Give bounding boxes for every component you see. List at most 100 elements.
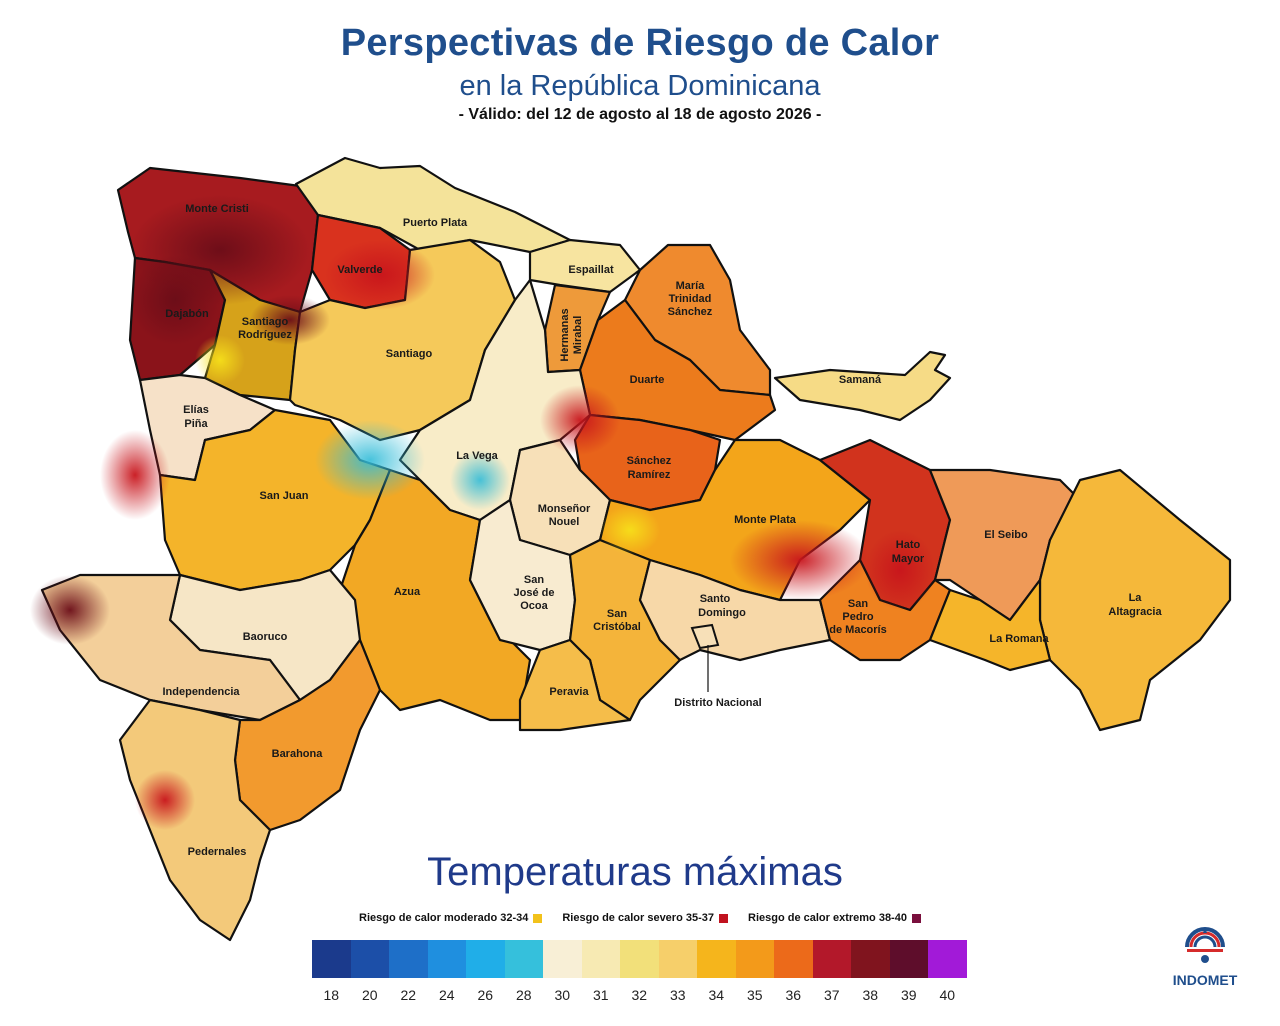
label-hermanas-mirabal-2: Mirabal bbox=[572, 316, 584, 355]
scale-cell bbox=[851, 940, 890, 978]
section-title: Temperaturas máximas bbox=[0, 850, 1270, 895]
scale-tick-label: 26 bbox=[477, 987, 494, 1003]
indomet-logo: INDOMET bbox=[1170, 925, 1240, 988]
label-san-cristobal-2: Cristóbal bbox=[593, 621, 641, 633]
label-samana: Samaná bbox=[839, 374, 882, 386]
province-espaillat[interactable] bbox=[528, 238, 642, 294]
risk-legend-extreme-label: Riesgo de calor extremo 38-40 bbox=[748, 912, 907, 924]
label-santiago: Santiago bbox=[386, 348, 433, 360]
scale-cell bbox=[658, 940, 697, 978]
scale-cell bbox=[581, 940, 620, 978]
risk-legend-extreme: Riesgo de calor extremo 38-40 bbox=[748, 912, 921, 924]
label-santo-domingo-2: Domingo bbox=[698, 607, 746, 619]
province-peravia[interactable] bbox=[518, 638, 632, 732]
scale-tick-label: 33 bbox=[669, 987, 686, 1003]
scale-cell bbox=[312, 940, 351, 978]
label-san-juan: San Juan bbox=[260, 490, 309, 502]
temperature-color-scale bbox=[312, 940, 967, 978]
label-maria-trinidad-sanchez-3: Sánchez bbox=[668, 306, 713, 318]
label-san-jose-de-ocoa-3: Ocoa bbox=[520, 600, 548, 612]
label-independencia: Independencia bbox=[162, 686, 240, 698]
label-san-jose-de-ocoa-2: José de bbox=[514, 587, 555, 599]
label-pedernales: Pedernales bbox=[188, 846, 247, 858]
label-la-altagracia-1: La bbox=[1129, 592, 1143, 604]
validity-period: - Válido: del 12 de agosto al 18 de agos… bbox=[458, 106, 822, 123]
scale-cell bbox=[889, 940, 928, 978]
scale-tick-label: 36 bbox=[785, 987, 802, 1003]
section-title-text: Temperaturas máximas bbox=[427, 850, 843, 894]
scale-tick-label: 30 bbox=[554, 987, 571, 1003]
label-valverde: Valverde bbox=[337, 264, 382, 276]
scale-cell bbox=[774, 940, 813, 978]
risk-legend-moderate-label: Riesgo de calor moderado 32-34 bbox=[359, 912, 529, 924]
label-espaillat: Espaillat bbox=[568, 264, 614, 276]
label-monsenor-nouel-2: Nouel bbox=[549, 516, 580, 528]
scale-tick-label: 28 bbox=[515, 987, 532, 1003]
scale-cell bbox=[427, 940, 466, 978]
scale-tick-label: 38 bbox=[862, 987, 879, 1003]
scale-cell bbox=[928, 940, 967, 978]
scale-tick-label: 40 bbox=[939, 987, 956, 1003]
scale-tick-label: 22 bbox=[400, 987, 417, 1003]
label-barahona: Barahona bbox=[272, 748, 324, 760]
scale-tick-label: 20 bbox=[361, 987, 378, 1003]
label-san-pedro-de-macoris-2: Pedro bbox=[842, 611, 873, 623]
label-maria-trinidad-sanchez-1: María bbox=[676, 280, 706, 292]
label-distrito-nacional: Distrito Nacional bbox=[674, 697, 761, 709]
risk-legend: Riesgo de calor moderado 32-34 Riesgo de… bbox=[300, 912, 980, 924]
label-la-altagracia-2: Altagracia bbox=[1108, 606, 1162, 618]
province-distrito-nacional[interactable] bbox=[690, 623, 720, 650]
scale-cell bbox=[466, 940, 505, 978]
label-sanchez-ramirez-2: Ramírez bbox=[628, 469, 671, 481]
label-maria-trinidad-sanchez-2: Trinidad bbox=[669, 293, 712, 305]
label-duarte: Duarte bbox=[630, 374, 665, 386]
indomet-emblem-icon bbox=[1185, 927, 1225, 963]
map-title: Perspectivas de Riesgo de Calor bbox=[340, 22, 940, 64]
label-santiago-rodriguez-1: Santiago bbox=[242, 316, 289, 328]
label-puerto-plata: Puerto Plata bbox=[403, 217, 468, 229]
risk-legend-extreme-swatch bbox=[911, 913, 921, 923]
scale-tick-label: 18 bbox=[323, 987, 340, 1003]
risk-legend-severe: Riesgo de calor severo 35-37 bbox=[562, 912, 728, 924]
label-san-jose-de-ocoa-1: San bbox=[524, 574, 544, 586]
risk-legend-severe-swatch bbox=[719, 913, 728, 923]
label-san-cristobal-1: San bbox=[607, 608, 627, 620]
label-hermanas-mirabal-1: Hermanas bbox=[559, 308, 571, 361]
risk-legend-moderate: Riesgo de calor moderado 32-34 bbox=[359, 912, 543, 924]
scale-cell bbox=[697, 940, 736, 978]
scale-tick-label: 37 bbox=[823, 987, 840, 1003]
scale-cell bbox=[504, 940, 543, 978]
label-elias-pina-1: Elías bbox=[183, 404, 209, 416]
scale-tick-label: 32 bbox=[631, 987, 648, 1003]
label-la-romana: La Romana bbox=[989, 633, 1049, 645]
scale-tick-label: 35 bbox=[746, 987, 763, 1003]
label-la-vega: La Vega bbox=[456, 450, 498, 462]
indomet-logo-text: INDOMET bbox=[1172, 972, 1238, 988]
scale-cell bbox=[735, 940, 774, 978]
province-labels: Monte Cristi Puerto Plata Valverde Espai… bbox=[162, 203, 1162, 858]
scale-tick-label: 31 bbox=[592, 987, 609, 1003]
label-santiago-rodriguez-2: Rodríguez bbox=[238, 329, 292, 341]
map-subtitle: en la República Dominicana bbox=[459, 70, 821, 102]
label-azua: Azua bbox=[394, 586, 421, 598]
scale-tick-label: 24 bbox=[438, 987, 455, 1003]
label-sanchez-ramirez-1: Sánchez bbox=[627, 455, 672, 467]
scale-tick-label: 39 bbox=[900, 987, 917, 1003]
label-dajabon: Dajabón bbox=[165, 308, 209, 320]
label-santo-domingo-1: Santo bbox=[700, 593, 731, 605]
label-monte-cristi: Monte Cristi bbox=[185, 203, 249, 215]
provinces-layer bbox=[40, 156, 1232, 942]
scale-tick-label: 34 bbox=[708, 987, 725, 1003]
scale-cell bbox=[350, 940, 389, 978]
scale-cell bbox=[812, 940, 851, 978]
province-la-romana[interactable] bbox=[928, 578, 1052, 672]
temperature-scale-ticks: 18 20 22 24 26 28 30 31 32 33 34 35 36 37 38 39 40 bbox=[312, 987, 967, 1003]
scale-cell bbox=[389, 940, 428, 978]
province-samana[interactable] bbox=[773, 350, 952, 422]
scale-cell bbox=[543, 940, 582, 978]
label-el-seibo: El Seibo bbox=[984, 529, 1028, 541]
label-hato-mayor-1: Hato bbox=[896, 539, 921, 551]
label-peravia: Peravia bbox=[549, 686, 589, 698]
label-elias-pina-2: Piña bbox=[184, 418, 208, 430]
label-monte-plata: Monte Plata bbox=[734, 514, 797, 526]
